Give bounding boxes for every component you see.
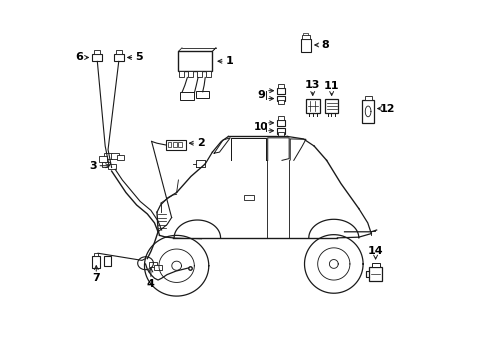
Bar <box>94 50 100 54</box>
Bar <box>278 116 284 120</box>
Bar <box>362 100 373 123</box>
Bar <box>278 132 284 136</box>
Text: 8: 8 <box>320 40 328 50</box>
Text: 13: 13 <box>305 80 320 90</box>
Bar <box>300 39 310 52</box>
Text: 5: 5 <box>135 53 142 63</box>
Bar <box>278 84 284 88</box>
Text: 2: 2 <box>196 138 204 148</box>
Bar <box>371 263 379 267</box>
Bar <box>114 54 123 62</box>
Bar <box>305 99 319 113</box>
Bar <box>206 71 211 77</box>
Bar <box>196 91 208 98</box>
Bar <box>92 256 100 267</box>
Bar <box>104 153 112 158</box>
Bar <box>102 162 110 167</box>
Text: 6: 6 <box>75 53 83 63</box>
Bar <box>303 33 308 35</box>
Bar <box>92 54 102 62</box>
Bar <box>197 71 202 77</box>
Bar <box>94 253 98 256</box>
Bar <box>149 262 157 267</box>
Bar <box>302 35 309 39</box>
Bar <box>104 256 110 266</box>
Bar <box>277 128 285 134</box>
Bar <box>277 96 285 102</box>
Text: 11: 11 <box>323 81 339 91</box>
Bar <box>165 140 185 150</box>
Bar <box>179 71 184 77</box>
Bar <box>173 143 176 148</box>
Text: 9: 9 <box>257 90 264 100</box>
Bar <box>364 96 371 100</box>
Bar <box>116 155 124 160</box>
Bar <box>178 143 182 148</box>
Bar <box>154 265 162 270</box>
Bar <box>368 267 382 281</box>
Bar <box>278 100 284 104</box>
Text: 12: 12 <box>379 104 394 113</box>
Bar <box>277 120 285 126</box>
Text: 4: 4 <box>147 279 155 289</box>
Text: 7: 7 <box>92 273 100 283</box>
Text: 14: 14 <box>367 246 383 256</box>
Bar <box>324 99 338 113</box>
Text: 10: 10 <box>253 122 267 132</box>
Bar <box>111 153 119 158</box>
Text: 3: 3 <box>89 161 96 171</box>
Bar <box>188 71 193 77</box>
Bar <box>244 195 253 200</box>
Bar <box>277 88 285 94</box>
Bar <box>178 51 212 71</box>
Bar <box>116 50 122 54</box>
Bar <box>180 92 194 100</box>
Bar <box>107 163 115 169</box>
Text: 1: 1 <box>225 56 233 66</box>
Bar <box>99 157 106 162</box>
Bar <box>167 143 171 148</box>
